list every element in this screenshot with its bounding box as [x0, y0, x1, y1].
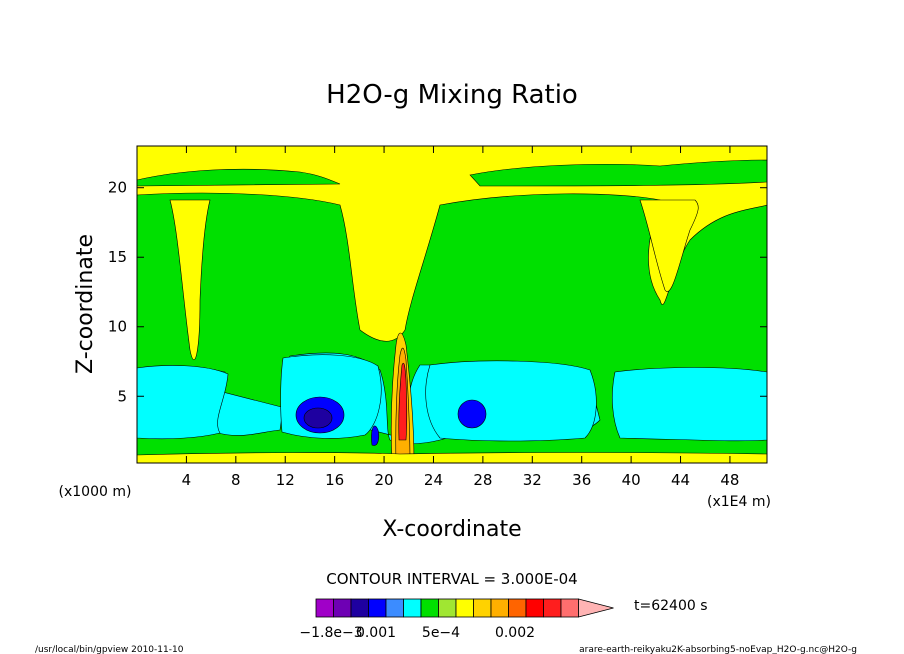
y-tick-label: 5 [117, 387, 127, 405]
x-tick-label: 24 [424, 471, 443, 489]
colorbar-swatch [350, 598, 369, 618]
colorbar-label: 0.001 [356, 625, 396, 641]
field-region-cyan-right [425, 360, 597, 442]
colorbar-swatch [560, 598, 579, 618]
colorbar-swatch [333, 598, 352, 618]
colorbar-label: −1.8e−3 [299, 625, 362, 641]
y-tick-label: 10 [108, 318, 127, 336]
field-region-green-top-right [469, 159, 767, 187]
colorbar-swatch [315, 598, 334, 618]
field-region-bottom-yellow [137, 452, 767, 463]
field-plume-red [398, 362, 408, 441]
chart-title: H2O-g Mixing Ratio [326, 80, 578, 110]
field-region-yellow-tower-left [169, 199, 211, 361]
colorbar-swatch [455, 598, 474, 618]
colorbar-swatch [368, 598, 387, 618]
colorbar-arrow [578, 598, 614, 618]
x-tick-label: 20 [375, 471, 394, 489]
x-tick-label: 32 [523, 471, 542, 489]
colorbar [315, 598, 614, 618]
field-region-cyan-far-right [611, 367, 767, 442]
colorbar-swatch [403, 598, 422, 618]
colorbar-swatch [420, 598, 439, 618]
x-tick-label: 48 [720, 471, 739, 489]
contour-field [137, 146, 767, 463]
colorbar-swatch [385, 598, 404, 618]
colorbar-swatch [438, 598, 457, 618]
x-unit-label: (x1E4 m) [707, 494, 771, 510]
field-region-green-top [137, 168, 341, 187]
footer-right: arare-earth-reikyaku2K-absorbing5-noEvap… [579, 645, 857, 654]
colorbar-swatch [525, 598, 544, 618]
footer-left: /usr/local/bin/gpview 2010-11-10 [35, 645, 184, 654]
contour-interval: CONTOUR INTERVAL = 3.000E-04 [326, 570, 577, 588]
colorbar-swatch [508, 598, 527, 618]
y-axis-label: Z-coordinate [73, 234, 98, 374]
x-tick-label: 28 [473, 471, 492, 489]
colorbar-swatch [473, 598, 492, 618]
plot-frame [136, 145, 768, 464]
field-core-blue-right [457, 399, 487, 429]
field-region-yellow-tower-right [639, 199, 699, 292]
field-plume-blue [371, 425, 380, 446]
colorbar-labels: −1.8e−30.001 5e−4 0.002 [299, 625, 535, 641]
x-tick-label: 12 [276, 471, 295, 489]
x-axis: 4 8 12 16 20 24 28 32 36 40 44 48 [182, 146, 739, 489]
colorbar-swatch [543, 598, 562, 618]
colorbar-swatch [490, 598, 509, 618]
y-axis: 5 10 15 20 [108, 179, 767, 405]
y-tick-label: 20 [108, 179, 127, 197]
field-region-cyan-left [137, 365, 229, 440]
x-tick-label: 44 [671, 471, 690, 489]
x-tick-label: 36 [572, 471, 591, 489]
x-tick-label: 8 [231, 471, 241, 489]
y-unit-label: (x1000 m) [59, 484, 132, 500]
x-tick-label: 4 [182, 471, 192, 489]
colorbar-label: 5e−4 [422, 625, 460, 641]
y-tick-label: 15 [108, 248, 127, 266]
x-tick-label: 16 [325, 471, 344, 489]
x-tick-label: 40 [622, 471, 641, 489]
time-label: t=62400 s [634, 598, 708, 614]
colorbar-label: 0.002 [495, 625, 535, 641]
x-axis-label: X-coordinate [382, 517, 521, 542]
field-core-darkblue-left [303, 407, 333, 429]
